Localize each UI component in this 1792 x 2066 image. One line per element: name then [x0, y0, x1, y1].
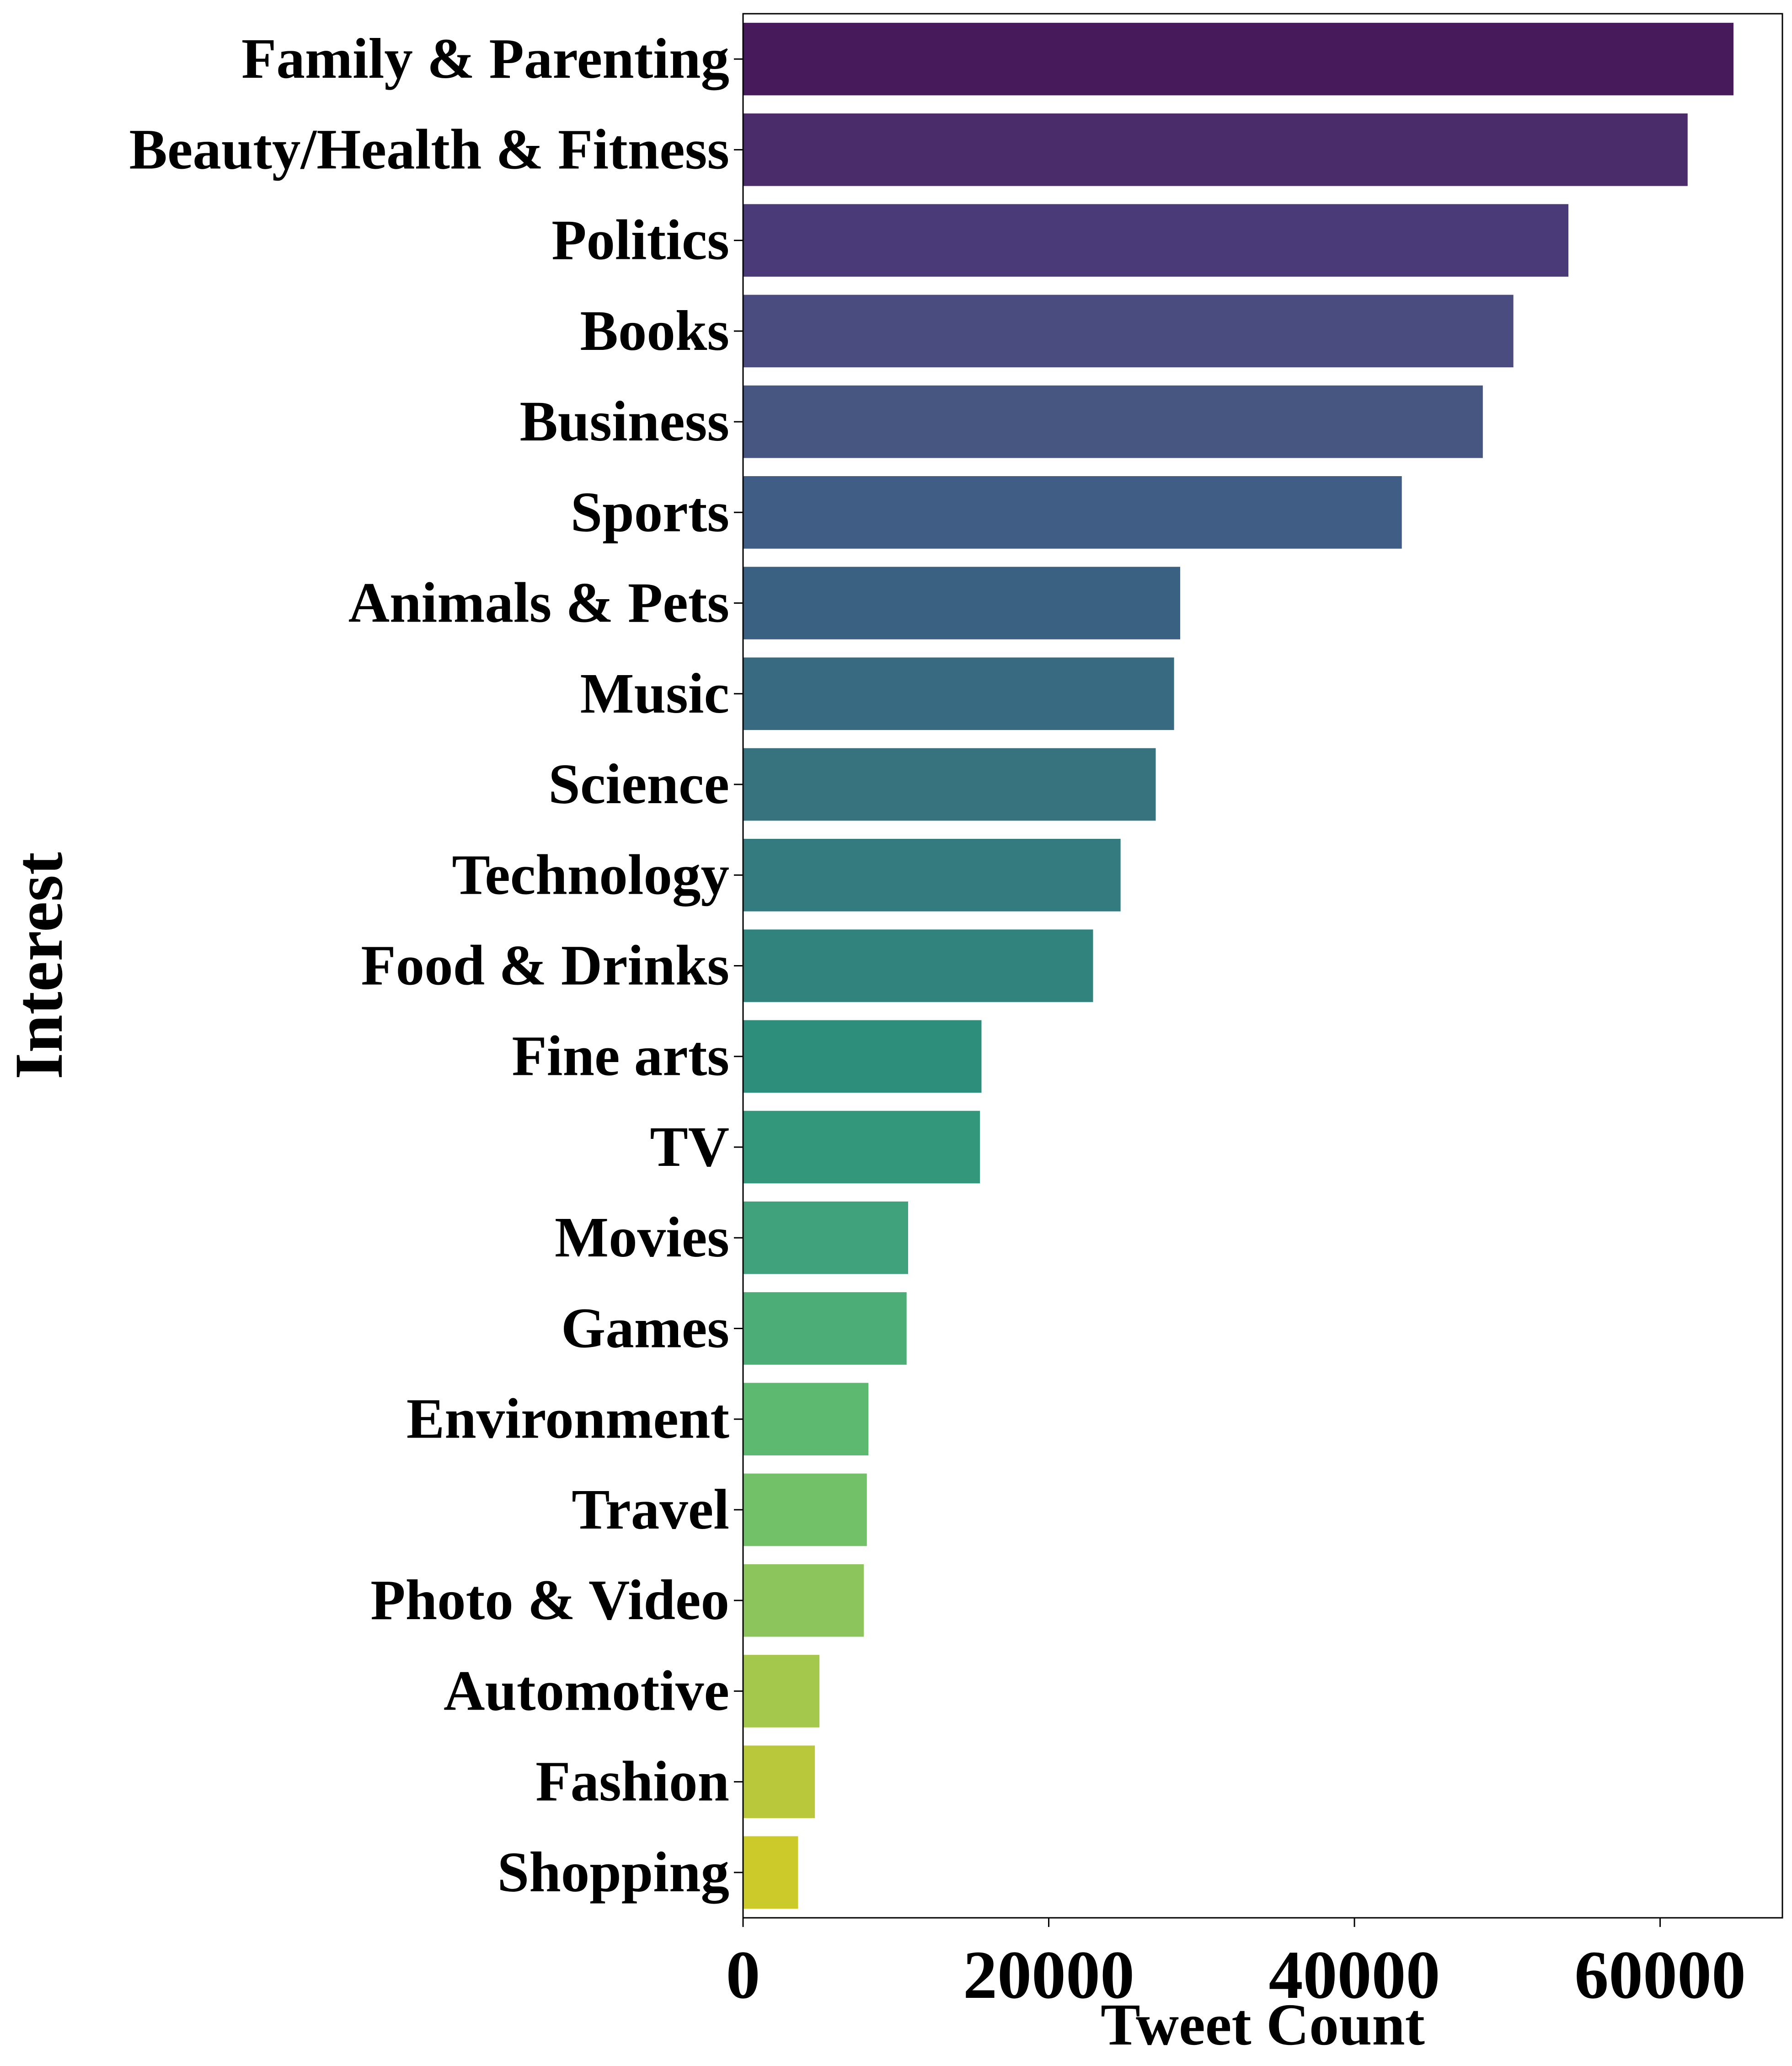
x-axis-title: Tweet Count [1101, 1992, 1425, 2058]
bar-beauty-health-fitness [743, 113, 1688, 186]
x-tick-label-0: 0 [726, 1937, 760, 2013]
plot-frame [742, 13, 1783, 1919]
y-tick-label-fine-arts: Fine arts [512, 1025, 729, 1088]
y-tick-label-family-parenting: Family & Parenting [241, 27, 729, 91]
bar-technology [743, 838, 1121, 912]
bar-sports [743, 476, 1402, 549]
y-tick-label-technology: Technology [452, 843, 729, 907]
bar-automotive [743, 1655, 820, 1728]
bar-books [743, 295, 1514, 368]
y-axis-ticks: Family & Parenting Beauty/Health & Fitnes… [129, 27, 743, 1904]
bar-fine-arts [743, 1020, 982, 1093]
bar-music [743, 657, 1174, 730]
bars-group [743, 22, 1734, 1909]
y-tick-label-music: Music [580, 662, 729, 725]
x-tick-label-20000: 20000 [963, 1937, 1134, 2013]
y-tick-label-fashion: Fashion [535, 1750, 729, 1814]
y-tick-label-politics: Politics [551, 209, 729, 272]
y-tick-label-business: Business [519, 390, 729, 453]
y-tick-label-shopping: Shopping [497, 1841, 729, 1904]
y-tick-label-sports: Sports [571, 481, 729, 544]
bar-family-parenting [743, 22, 1734, 96]
bar-travel [743, 1473, 867, 1546]
bar-science [743, 748, 1156, 821]
y-tick-label-food-drinks: Food & Drinks [361, 934, 729, 998]
y-tick-label-science: Science [548, 753, 729, 816]
bar-shopping [743, 1836, 798, 1909]
bar-movies [743, 1201, 909, 1274]
y-axis-title: Interest [1, 852, 77, 1079]
bar-business [743, 385, 1483, 458]
bar-tv [743, 1111, 980, 1184]
y-tick-label-beauty-health-fitness: Beauty/Health & Fitness [129, 118, 729, 181]
x-tick-label-60000: 60000 [1574, 1937, 1746, 2013]
bar-animals-pets [743, 567, 1180, 639]
bar-games [743, 1292, 907, 1365]
y-tick-label-games: Games [561, 1297, 729, 1360]
x-axis-ticks: 0 20000 40000 60000 [726, 1918, 1746, 2013]
y-tick-label-animals-pets: Animals & Pets [348, 572, 729, 635]
y-tick-label-photo-video: Photo & Video [370, 1569, 729, 1632]
x-tick-label-40000: 40000 [1269, 1937, 1440, 2013]
y-tick-label-movies: Movies [555, 1206, 729, 1269]
bar-food-drinks [743, 929, 1093, 1002]
bar-fashion [743, 1745, 815, 1818]
bar-politics [743, 204, 1569, 277]
y-tick-label-tv: TV [650, 1116, 729, 1179]
bar-environment [743, 1383, 869, 1455]
y-tick-label-automotive: Automotive [444, 1659, 729, 1723]
y-tick-label-environment: Environment [407, 1388, 729, 1451]
y-tick-label-travel: Travel [572, 1478, 729, 1541]
y-tick-label-books: Books [580, 300, 729, 363]
bar-photo-video [743, 1564, 864, 1637]
